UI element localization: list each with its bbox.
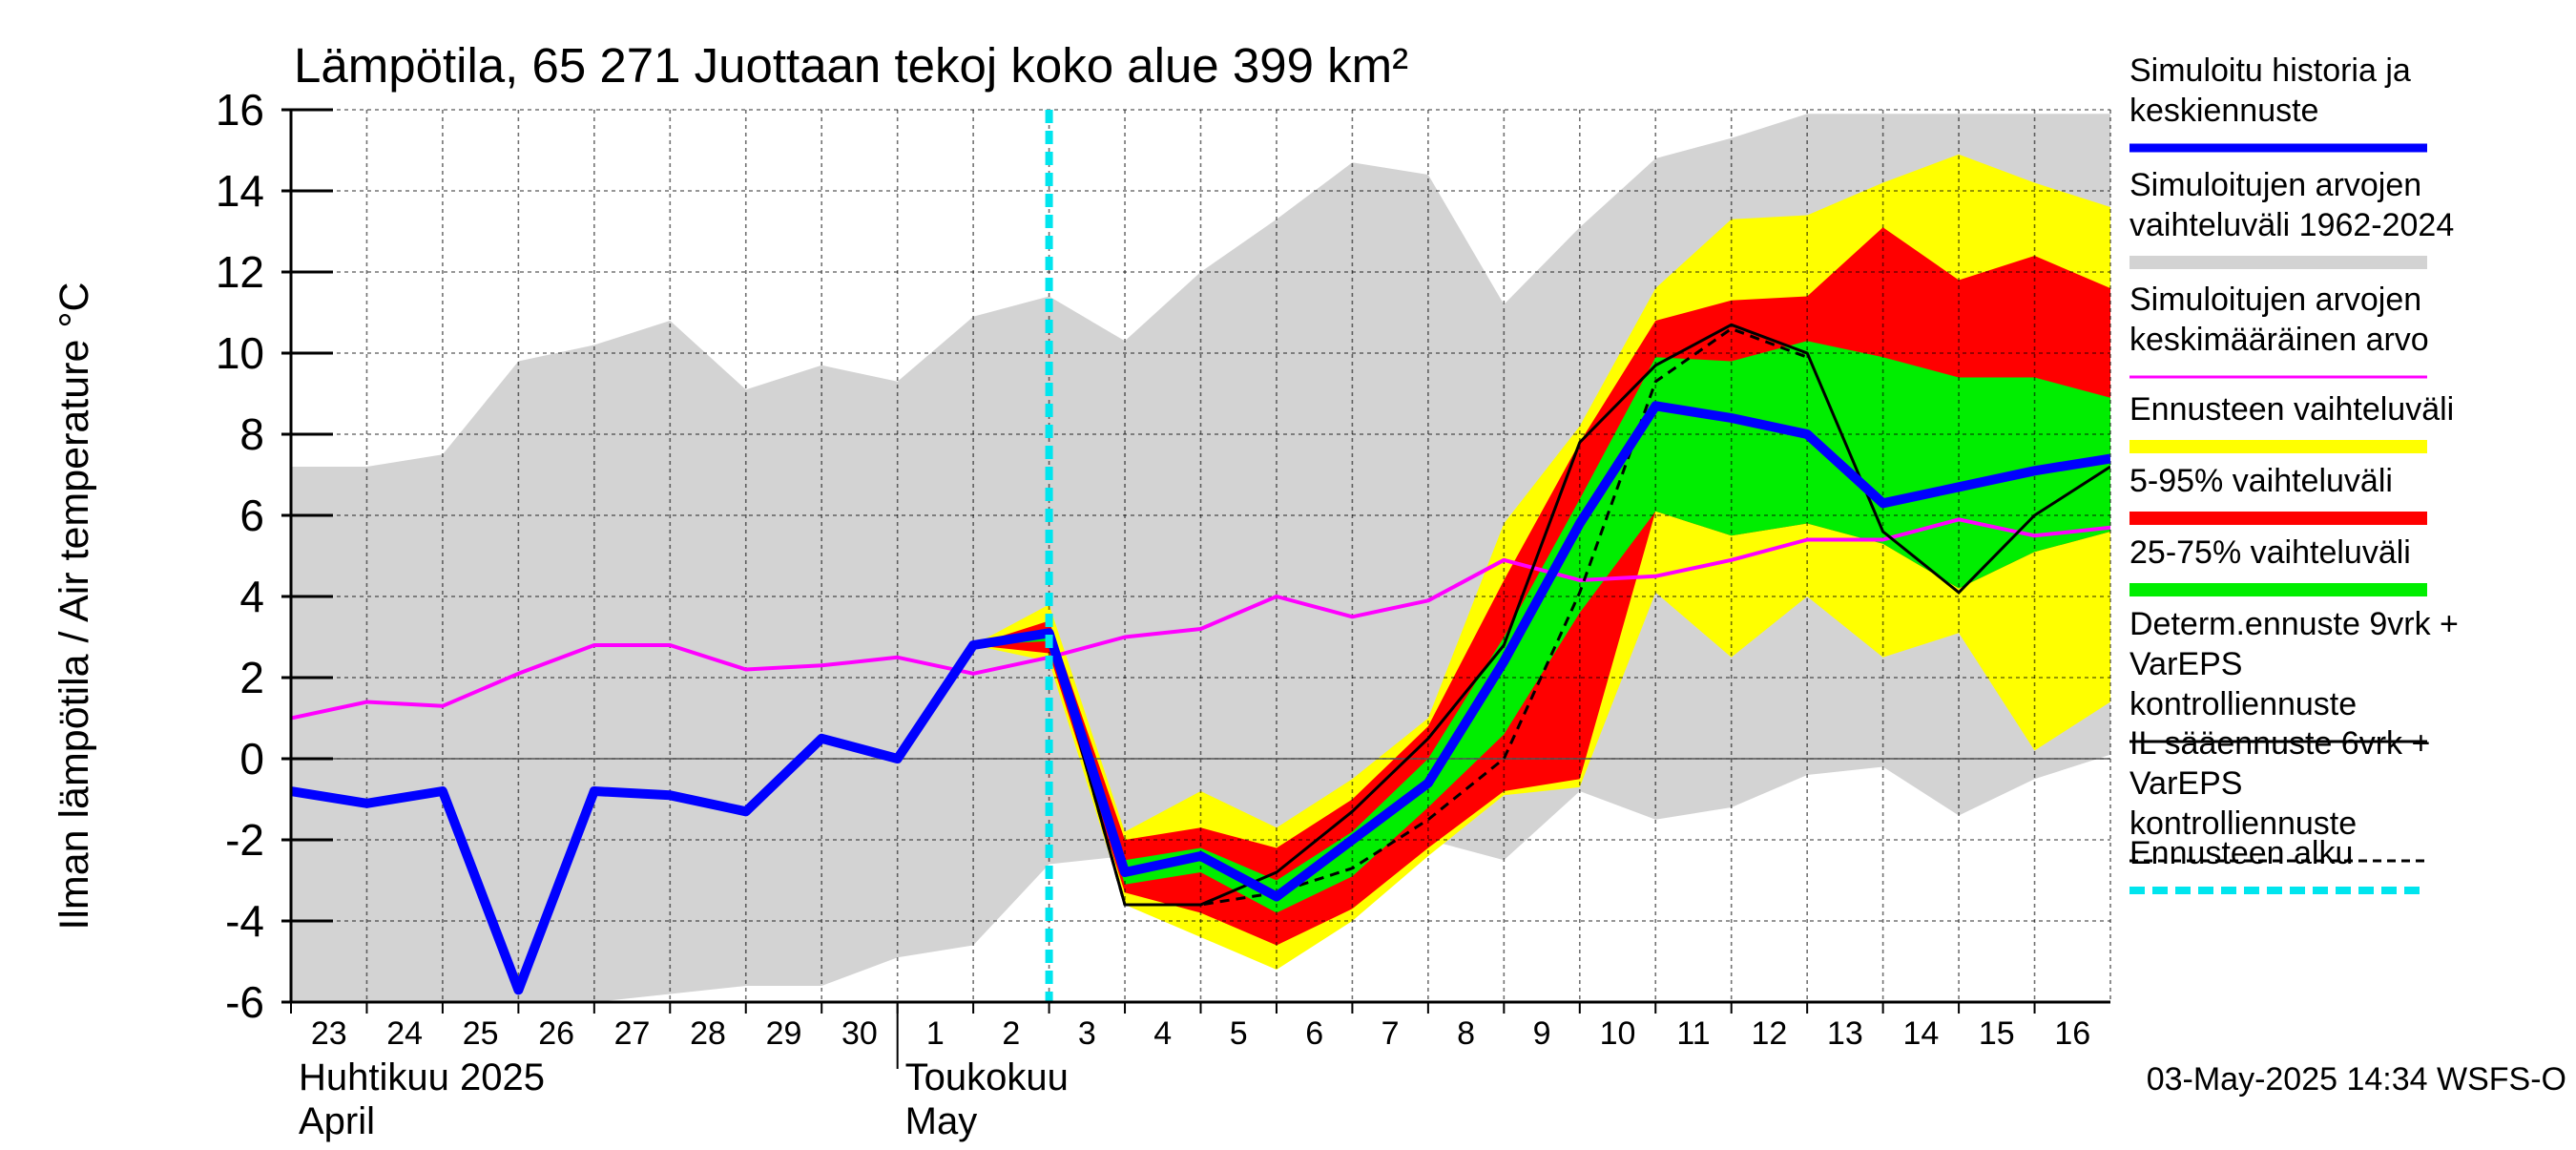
x-tick-label: 25 [463,1015,499,1052]
legend-label: kontrolliennuste [2129,686,2357,722]
x-tick-label: 13 [1827,1015,1863,1052]
month-label-fi: Huhtikuu 2025 [299,1056,545,1098]
legend-label: IL sääennuste 6vrk + [2129,725,2430,762]
x-tick-label: 8 [1457,1015,1475,1052]
x-tick-label: 6 [1305,1015,1323,1052]
legend-swatch [2129,256,2427,269]
month-label-en: April [299,1100,375,1142]
legend-swatch [2129,583,2427,596]
x-tick-label: 28 [690,1015,726,1052]
x-tick-label: 9 [1533,1015,1551,1052]
y-tick-label: 0 [239,734,264,784]
legend-label: Simuloitu historia ja [2129,52,2411,89]
x-tick-label: 3 [1078,1015,1096,1052]
legend-label: VarEPS [2129,765,2242,802]
main-forecast-line [291,401,2110,995]
timestamp: 03-May-2025 14:34 WSFS-O [2147,1061,2566,1098]
legend-label: 5-95% vaihteluväli [2129,463,2393,499]
y-tick-label: -6 [225,977,264,1027]
legend-label: Ennusteen alku [2129,835,2353,871]
legend-label: Determ.ennuste 9vrk + [2129,606,2459,642]
determ-forecast-line [972,323,2110,907]
x-tick-label: 24 [386,1015,423,1052]
legend-label: kontrolliennuste [2129,805,2357,842]
x-tick-label: 30 [841,1015,878,1052]
x-tick-label: 23 [311,1015,347,1052]
y-tick-label: 6 [239,491,264,540]
lines-layer [291,110,2110,1002]
y-tick-label: 4 [239,572,264,621]
band-p25_75 [973,341,2110,913]
x-tick-label: 7 [1381,1015,1400,1052]
y-tick-label: 10 [216,328,264,378]
legend-label: Ennusteen vaihteluväli [2129,391,2454,428]
x-tick-label: 12 [1752,1015,1788,1052]
y-tick-label: 2 [239,653,264,702]
legend-label: keskimääräinen arvo [2129,322,2429,358]
x-tick-label: 26 [538,1015,574,1052]
x-tick-label: 2 [1002,1015,1020,1052]
mean-line [291,517,2110,721]
month-label-fi: Toukokuu [905,1056,1069,1098]
legend-label: keskiennuste [2129,93,2318,129]
legend-label: vaihteluväli 1962-2024 [2129,207,2454,243]
x-tick-label: 15 [1979,1015,2015,1052]
x-tick-label: 4 [1153,1015,1172,1052]
y-axis-label: Ilman lämpötila / Air temperature °C [52,282,97,930]
y-tick-label: 8 [239,409,264,459]
y-tick-label: 14 [216,166,264,216]
legend-label: 25-75% vaihteluväli [2129,534,2411,571]
legend-label: Simuloitujen arvojen [2129,282,2421,318]
month-label-en: May [905,1100,978,1142]
x-tick-label: 10 [1600,1015,1636,1052]
legend-layer: Simuloitu historia ja keskiennuste Simuloi… [2129,52,2459,894]
legend-label: Simuloitujen arvojen [2129,167,2421,203]
legend-label: VarEPS [2129,646,2242,682]
y-tick-label: 12 [216,247,264,297]
x-tick-label: 29 [766,1015,802,1052]
y-tick-label: -4 [225,896,264,946]
y-tick-label: -2 [225,815,264,865]
legend-swatch [2129,440,2427,453]
chart-title: Lämpötila, 65 271 Juottaan tekoj koko al… [294,38,1408,93]
x-tick-label: 1 [926,1015,945,1052]
x-tick-label: 14 [1902,1015,1939,1052]
x-tick-label: 11 [1676,1015,1710,1052]
y-tick-label: 16 [216,85,264,135]
legend-swatch [2129,512,2427,525]
x-tick-label: 27 [614,1015,651,1052]
x-tick-label: 16 [2054,1015,2090,1052]
x-tick-label: 5 [1230,1015,1248,1052]
